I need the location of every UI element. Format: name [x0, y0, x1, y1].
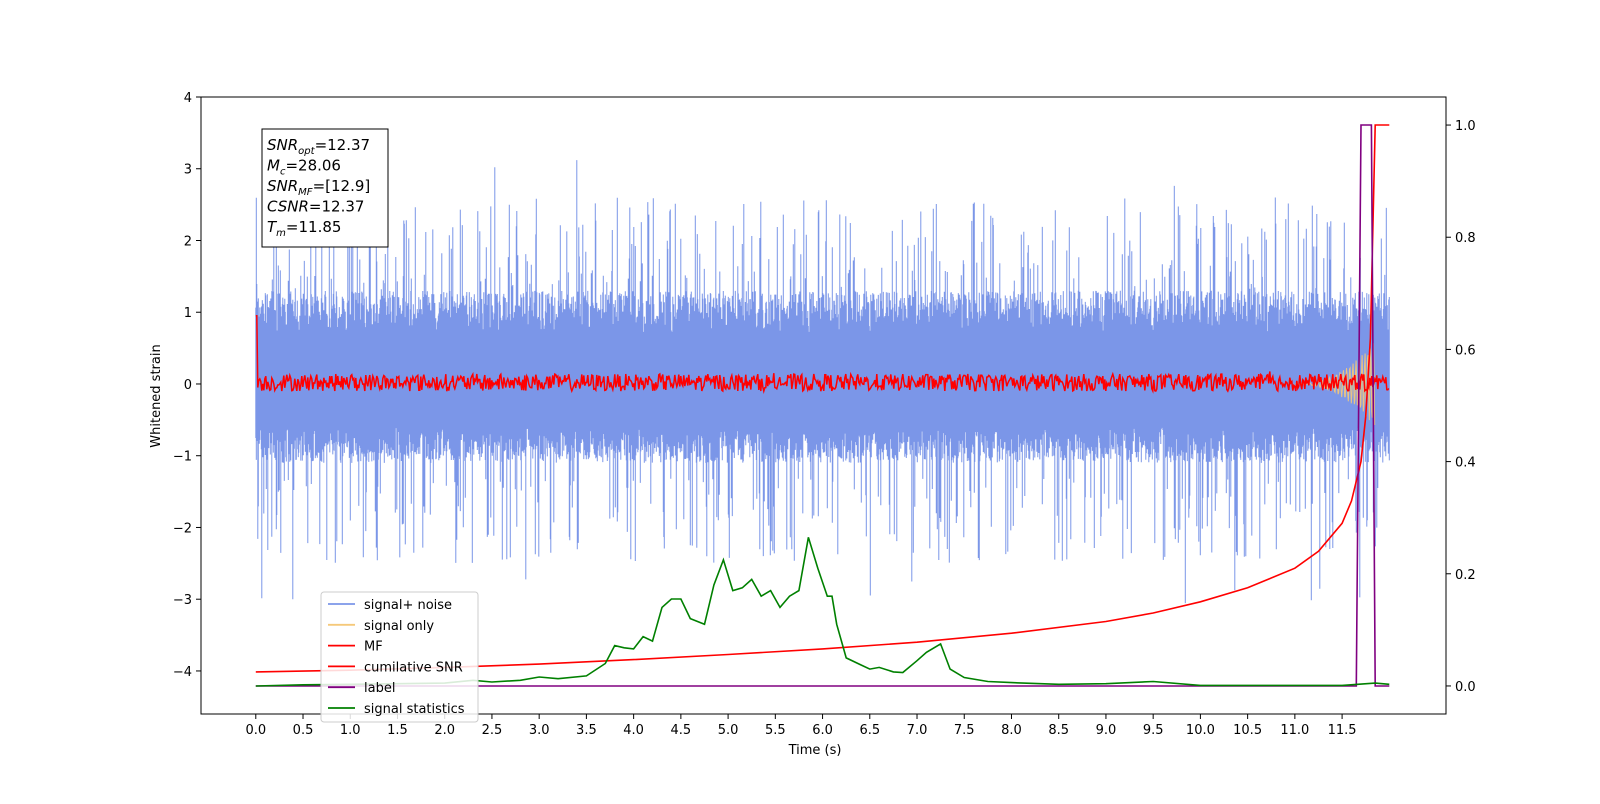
x-tick-label: 4.5	[671, 723, 692, 738]
y-left-tick-label: 3	[184, 163, 192, 178]
x-tick-label: 7.0	[907, 723, 928, 738]
y-left-tick-label: −4	[173, 665, 192, 680]
x-tick-label: 6.5	[859, 723, 880, 738]
plot-frame	[200, 96, 1447, 715]
x-tick-label: 9.0	[1096, 723, 1117, 738]
legend-label: label	[364, 681, 395, 696]
signal-statistics-line	[255, 537, 1390, 687]
x-tick-label: 3.5	[576, 723, 597, 738]
x-tick-label: 3.0	[529, 723, 550, 738]
y-right-tick-label: 0.8	[1455, 231, 1476, 246]
x-tick-label: 8.5	[1048, 723, 1069, 738]
legend-label: signal only	[364, 619, 434, 634]
y-right-tick-label: 0.0	[1455, 680, 1476, 695]
x-tick-label: 4.0	[623, 723, 644, 738]
x-tick-label: 10.5	[1233, 723, 1262, 738]
y-left-tick-label: 1	[184, 306, 192, 321]
series-signal-statistics	[255, 537, 1390, 687]
y-right-tick-label: 0.6	[1455, 343, 1476, 358]
x-tick-label: 2.5	[482, 723, 503, 738]
x-tick-label: 1.0	[340, 723, 361, 738]
series-label	[255, 124, 1390, 687]
x-tick-label: 8.0	[1001, 723, 1022, 738]
x-tick-label: 5.0	[718, 723, 739, 738]
legend-label: cumilative SNR	[364, 660, 463, 675]
x-tick-label: 2.0	[434, 723, 455, 738]
x-tick-label: 0.0	[245, 723, 266, 738]
y-left-tick-label: 2	[184, 234, 192, 249]
legend-label: signal+ noise	[364, 598, 452, 613]
y-left-tick-label: 0	[184, 378, 192, 393]
x-tick-label: 1.5	[387, 723, 408, 738]
y-left-tick-label: 4	[184, 91, 192, 106]
series-mf	[255, 315, 1390, 395]
y-right-tick-label: 1.0	[1455, 119, 1476, 134]
info-line: Mc=28.06	[267, 157, 341, 178]
info-box-frame	[261, 128, 389, 248]
legend-label: MF	[364, 640, 383, 655]
info-line: SNRMF=[12.9]	[267, 177, 370, 198]
x-axis-label: Time (s)	[788, 743, 842, 758]
info-line: SNRopt=12.37	[267, 136, 370, 157]
mf-line	[255, 315, 1390, 395]
x-tick-label: 11.5	[1328, 723, 1357, 738]
y-right-tick-label: 0.2	[1455, 568, 1476, 583]
y-axis-label-left: Whitened strain	[149, 344, 164, 447]
info-box: SNRopt=12.37Mc=28.06SNRMF=[12.9]CSNR=12.…	[261, 128, 389, 248]
x-tick-label: 10.0	[1186, 723, 1215, 738]
y-left-tick-label: −3	[173, 593, 192, 608]
info-line: CSNR=12.37	[267, 198, 364, 216]
x-tick-label: 7.5	[954, 723, 975, 738]
x-tick-label: 0.5	[293, 723, 314, 738]
legend: signal+ noise signal only MF cumilative SNR…	[320, 591, 479, 723]
x-tick-label: 9.5	[1143, 723, 1164, 738]
legend-label: signal statistics	[364, 702, 465, 717]
y-right-tick-label: 0.4	[1455, 456, 1476, 471]
x-tick-label: 6.0	[812, 723, 833, 738]
y-left-tick-label: −2	[173, 521, 192, 536]
cumilative-snr-line	[255, 124, 1390, 673]
x-tick-label: 5.5	[765, 723, 786, 738]
series-cumilative-snr	[255, 124, 1390, 673]
legend-frame	[320, 591, 479, 723]
x-tick-label: 11.0	[1280, 723, 1309, 738]
info-line: Tm=11.85	[267, 218, 341, 239]
y-left-tick-label: −1	[173, 450, 192, 465]
label-line	[255, 124, 1390, 687]
